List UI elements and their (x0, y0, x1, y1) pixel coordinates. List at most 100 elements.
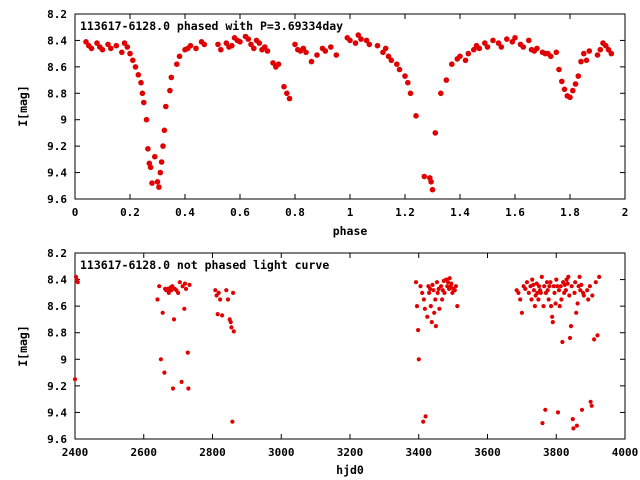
data-point (152, 153, 158, 160)
data-point (578, 58, 584, 65)
y-axis-label: I[mag] (16, 325, 30, 367)
data-point (595, 333, 600, 338)
data-point (171, 317, 177, 322)
data-point (275, 61, 282, 67)
data-point (286, 95, 293, 102)
data-point (292, 41, 298, 48)
x-tick-label: 1.6 (505, 206, 525, 219)
data-point (428, 304, 433, 309)
data-point (518, 297, 523, 302)
data-point (132, 64, 139, 70)
x-tick-label: 2800 (199, 446, 226, 459)
data-point (183, 286, 189, 291)
data-point (509, 39, 516, 45)
data-point (555, 284, 560, 289)
data-point (161, 127, 168, 134)
y-tick-label: 9.2 (47, 140, 67, 153)
data-point (531, 288, 537, 293)
data-point (462, 57, 469, 64)
y-tick-label: 8.6 (47, 61, 67, 74)
data-point (449, 281, 454, 286)
data-point (262, 44, 268, 50)
data-point (579, 282, 584, 287)
data-point (162, 370, 167, 375)
data-point (158, 159, 165, 165)
data-point (225, 297, 231, 302)
data-point (422, 306, 427, 311)
data-point (358, 36, 364, 42)
data-point (218, 46, 224, 53)
data-point (145, 146, 151, 152)
data-point (333, 52, 340, 58)
x-tick-label: 1 (347, 206, 354, 219)
unphased-light-curve-panel: 2400 2600 2800 3000 3200 3400 3600 3800 4000 8.2 8… (16, 247, 638, 477)
data-point (158, 357, 163, 362)
data-point (420, 290, 425, 295)
y-tick-label: 8.2 (47, 8, 67, 21)
data-point (352, 40, 359, 46)
chart-title: 113617-6128.0 not phased light curve (80, 258, 329, 272)
data-point (526, 37, 532, 44)
y-tick-label: 9.2 (47, 380, 67, 393)
data-point (187, 282, 192, 287)
data-point (168, 74, 175, 81)
data-point (300, 45, 307, 52)
data-point (425, 314, 430, 319)
data-point (182, 306, 187, 311)
tick-group: 0 0.2 0.4 0.6 0.8 1 1.2 1.4 1.6 1.8 2 8.2 8.4 8.6 8.8 9… (47, 8, 628, 219)
data-point (394, 61, 400, 67)
y-tick-label: 8.2 (47, 247, 67, 260)
data-point (457, 53, 463, 60)
data-point (566, 274, 571, 279)
data-point (484, 44, 491, 50)
data-point (355, 32, 362, 38)
data-point (559, 78, 565, 85)
data-point (405, 79, 411, 86)
data-point (541, 304, 546, 309)
data-point (495, 40, 502, 46)
data-point (543, 407, 548, 412)
data-point (218, 297, 223, 302)
data-point (555, 410, 561, 415)
x-tick-label: 1.8 (560, 206, 580, 219)
data-point (147, 164, 154, 171)
data-point (423, 414, 428, 419)
y-tick-label: 9.6 (47, 433, 67, 446)
data-point (551, 284, 556, 289)
data-point (396, 66, 403, 73)
data-point (575, 301, 580, 306)
data-point (229, 325, 234, 330)
data-point (427, 290, 432, 295)
data-point (380, 49, 386, 56)
data-point (414, 304, 420, 309)
data-point (581, 293, 586, 298)
data-point (186, 386, 191, 391)
data-point (113, 42, 120, 49)
data-point (553, 301, 558, 306)
data-point (548, 280, 553, 285)
data-point (524, 280, 530, 285)
y-tick-label: 9.6 (47, 193, 67, 206)
data-points (72, 274, 602, 431)
data-point (421, 173, 428, 180)
data-point (213, 288, 218, 293)
data-point (245, 36, 252, 42)
chart-title: 113617-6128.0 phased with P=3.69334day (80, 19, 343, 33)
data-point (586, 48, 593, 54)
data-point (578, 288, 583, 293)
data-point (512, 35, 518, 41)
data-point (432, 310, 437, 315)
data-point (388, 57, 395, 64)
data-point (366, 41, 373, 48)
data-point (229, 42, 235, 49)
data-point (567, 335, 573, 341)
data-point (575, 73, 582, 79)
x-tick-label: 2600 (131, 446, 158, 459)
data-point (520, 44, 527, 50)
data-point (374, 42, 381, 49)
data-point (382, 45, 389, 52)
data-point (579, 407, 585, 412)
data-point (141, 99, 147, 106)
data-point (231, 329, 236, 334)
y-tick-label: 9.4 (47, 406, 67, 419)
